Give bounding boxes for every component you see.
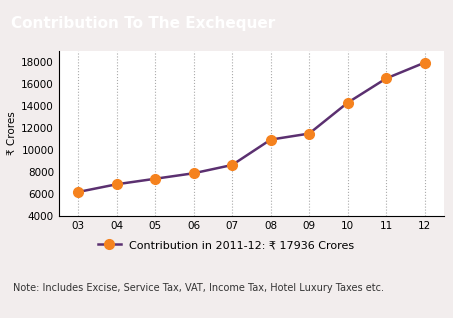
Text: Note: Includes Excise, Service Tax, VAT, Income Tax, Hotel Luxury Taxes etc.: Note: Includes Excise, Service Tax, VAT,…: [14, 283, 385, 293]
Text: Contribution To The Exchequer: Contribution To The Exchequer: [11, 16, 275, 31]
Legend: Contribution in 2011-12: ₹ 17936 Crores: Contribution in 2011-12: ₹ 17936 Crores: [98, 239, 355, 250]
Y-axis label: ₹ Crores: ₹ Crores: [7, 112, 17, 156]
